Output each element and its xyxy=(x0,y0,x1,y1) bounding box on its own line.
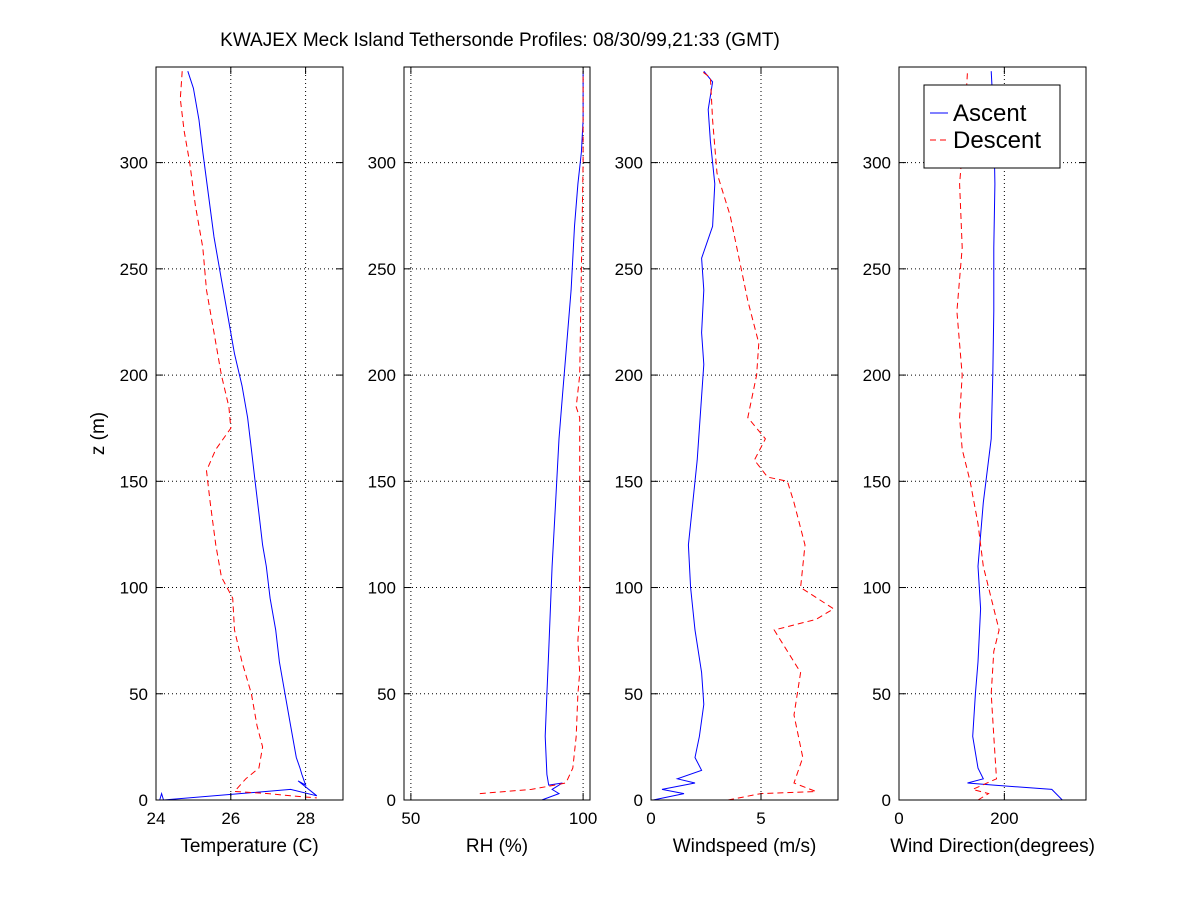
axes-1: 24 26 28 0 50 100 150 200 250 300 Temperature (C) z… xyxy=(88,66,344,857)
y-tick-label: 250 xyxy=(368,260,396,279)
x-tick-label: 0 xyxy=(894,809,903,828)
y-tick-label: 300 xyxy=(863,154,891,173)
figure-title: KWAJEX Meck Island Tethersonde Profiles:… xyxy=(220,30,780,51)
series-line-descent xyxy=(179,71,317,799)
x-tick-label: 26 xyxy=(221,809,240,828)
series-line-ascent xyxy=(967,71,1063,801)
x-tick-label: 24 xyxy=(147,809,166,828)
y-tick-label: 150 xyxy=(120,472,148,491)
x-tick-label: 5 xyxy=(756,809,765,828)
axes-frame xyxy=(898,66,1087,801)
y-tick-label: 100 xyxy=(863,579,891,598)
axes-2: 50 100 0 50 100 150 200 250 300 RH (%) xyxy=(368,66,597,857)
series-line-ascent xyxy=(541,71,584,801)
x-tick-label: 200 xyxy=(990,809,1018,828)
y-tick-label: 200 xyxy=(615,366,643,385)
y-tick-label: 250 xyxy=(120,260,148,279)
y-tick-label: 250 xyxy=(863,260,891,279)
y-tick-label: 50 xyxy=(377,685,396,704)
y-tick-label: 200 xyxy=(368,366,396,385)
series-line-descent xyxy=(956,71,1000,801)
x-tick-label: 28 xyxy=(296,809,315,828)
y-tick-label: 250 xyxy=(615,260,643,279)
axes-frame xyxy=(650,66,839,801)
x-tick-label: 0 xyxy=(646,809,655,828)
series-line-ascent xyxy=(653,70,716,801)
y-tick-label: 300 xyxy=(368,154,396,173)
series-line-descent xyxy=(701,70,835,801)
y-tick-label: 150 xyxy=(863,472,891,491)
y-tick-label: 50 xyxy=(872,685,891,704)
y-tick-label: 100 xyxy=(615,579,643,598)
y-tick-label: 300 xyxy=(615,154,643,173)
y-tick-label: 150 xyxy=(615,472,643,491)
y-tick-label: 150 xyxy=(368,472,396,491)
x-tick-label: 50 xyxy=(401,809,420,828)
legend-label-descent: Descent xyxy=(953,127,1041,154)
y-axis-label: z (m) xyxy=(88,412,109,455)
y-tick-label: 0 xyxy=(882,791,891,810)
y-tick-label: 50 xyxy=(129,685,148,704)
y-tick-label: 300 xyxy=(120,154,148,173)
x-axis-label: Temperature (C) xyxy=(180,836,318,857)
axes-frame xyxy=(155,66,344,801)
x-axis-label: Wind Direction(degrees) xyxy=(890,836,1095,857)
y-tick-label: 0 xyxy=(139,791,148,810)
y-tick-label: 200 xyxy=(863,366,891,385)
axes-4: 0 200 0 50 100 150 200 250 300 Wind Direction(deg… xyxy=(863,66,1095,857)
series-line-descent xyxy=(479,71,584,795)
y-tick-label: 100 xyxy=(120,579,148,598)
legend-box xyxy=(923,84,1061,169)
y-tick-label: 0 xyxy=(634,791,643,810)
axes-frame xyxy=(403,66,591,801)
x-axis-label: RH (%) xyxy=(466,836,528,857)
y-tick-label: 200 xyxy=(120,366,148,385)
y-tick-label: 50 xyxy=(624,685,643,704)
legend-label-ascent: Ascent xyxy=(953,100,1027,127)
x-tick-label: 100 xyxy=(569,809,597,828)
x-axis-label: Windspeed (m/s) xyxy=(673,836,817,857)
y-tick-label: 0 xyxy=(387,791,396,810)
y-tick-label: 100 xyxy=(368,579,396,598)
series-line-ascent xyxy=(159,71,318,801)
